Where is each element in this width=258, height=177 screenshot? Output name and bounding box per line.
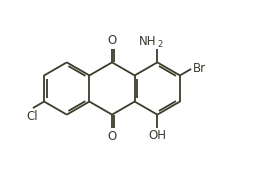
Text: Cl: Cl bbox=[26, 110, 37, 123]
Text: OH: OH bbox=[148, 129, 166, 142]
Text: Br: Br bbox=[193, 62, 206, 75]
Text: O: O bbox=[107, 130, 117, 143]
Text: O: O bbox=[107, 34, 117, 47]
Text: 2: 2 bbox=[158, 40, 163, 49]
Text: NH: NH bbox=[139, 35, 157, 48]
